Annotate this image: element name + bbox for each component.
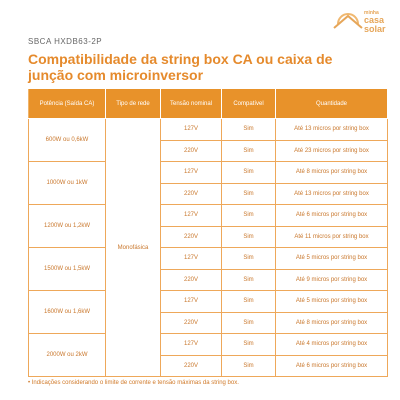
quantity-cell: Até 23 micros por string box <box>275 139 388 162</box>
quantity-cell: Até 5 micros por string box <box>275 290 388 313</box>
compatible-cell: Sim <box>221 204 276 227</box>
table-row: 600W ou 0,6kW Monofásica 127V Sim Até 13 mic… <box>28 118 388 377</box>
voltage-cell: 127V <box>160 333 222 356</box>
voltage-cell: 127V <box>160 161 222 184</box>
compatible-cell: Sim <box>221 182 276 205</box>
voltage-cell: 220V <box>160 139 222 162</box>
quantity-cell: Até 8 micros por string box <box>275 311 388 334</box>
voltage-cell: 127V <box>160 290 222 313</box>
power-cell: 1600W ou 1,6kW <box>28 290 106 334</box>
table-row: 1500W ou 1,5kW 127V Sim Até 5 micros por st… <box>28 247 388 291</box>
column-header: Potência (Saída CA) <box>28 88 106 119</box>
power-cell: 600W ou 0,6kW <box>28 118 106 162</box>
logo-text: casa <box>364 15 385 25</box>
logo-text: solar <box>364 24 386 34</box>
voltage-cell: 220V <box>160 182 222 205</box>
voltage-cell: 127V <box>160 204 222 227</box>
column-header: Tensão nominal <box>160 88 222 119</box>
quantity-cell: Até 13 micros por string box <box>275 182 388 205</box>
compatible-cell: Sim <box>221 139 276 162</box>
power-cell: 2000W ou 2kW <box>28 333 106 377</box>
network-cell: Monofásica <box>105 118 161 377</box>
compatible-cell: Sim <box>221 333 276 356</box>
compatible-cell: Sim <box>221 161 276 184</box>
voltage-cell: 220V <box>160 268 222 291</box>
table-row: 2000W ou 2kW 127V Sim Até 4 micros por stri… <box>28 333 388 377</box>
table-row: 220V Sim Até 6 micros por string box <box>29 354 388 377</box>
compatible-cell: Sim <box>221 225 276 248</box>
table-row: 1200W ou 1,2kW 127V Sim Até 6 micros por st… <box>28 204 388 248</box>
logo-text: minha <box>364 10 379 16</box>
column-header: Compatível <box>221 88 276 119</box>
product-code: SBCA HXDB63-2P <box>28 37 103 46</box>
column-header: Tipo de rede <box>105 88 161 119</box>
quantity-cell: Até 6 micros por string box <box>275 354 388 377</box>
quantity-cell: Até 8 micros por string box <box>275 161 388 184</box>
header-row: Potência (Saída CA) Tipo de rede Tensão no… <box>28 88 388 119</box>
table: Potência (Saída CA) Tipo de rede Tensão no… <box>28 88 388 377</box>
quantity-cell: Até 9 micros por string box <box>275 268 388 291</box>
compatible-cell: Sim <box>221 290 276 313</box>
voltage-cell: 220V <box>160 354 222 377</box>
title: Compatibilidade da string box CA ou caix… <box>28 51 333 83</box>
logo-sun <box>337 13 359 25</box>
voltage-cell: 220V <box>160 225 222 248</box>
power-cell: 1200W ou 1,2kW <box>28 204 106 248</box>
quantity-cell: Até 6 micros por string box <box>275 204 388 227</box>
quantity-cell: Até 11 micros por string box <box>275 225 388 248</box>
quantity-cell: Até 13 micros por string box <box>275 118 388 141</box>
table-row: 1600W ou 1,6kW 127V Sim Até 5 micros por st… <box>28 290 388 334</box>
power-cell: 1000W ou 1kW <box>28 161 106 205</box>
compatible-cell: Sim <box>221 118 276 141</box>
voltage-cell: 127V <box>160 247 222 270</box>
power-cell: 1500W ou 1,5kW <box>28 247 106 291</box>
column-header: Quantidade <box>275 88 388 119</box>
footnote: • Indicações considerando o limite de co… <box>28 380 239 386</box>
compatible-cell: Sim <box>221 311 276 334</box>
quantity-cell: Até 4 micros por string box <box>275 333 388 356</box>
logo: minha casa solar <box>333 10 386 34</box>
voltage-cell: 220V <box>160 311 222 334</box>
voltage-cell: 127V <box>160 118 222 141</box>
compatible-cell: Sim <box>221 268 276 291</box>
compatible-cell: Sim <box>221 354 276 377</box>
logo-roof <box>333 14 363 29</box>
quantity-cell: Até 5 micros por string box <box>275 247 388 270</box>
compatible-cell: Sim <box>221 247 276 270</box>
table-row: 1000W ou 1kW 127V Sim Até 8 micros por stri… <box>28 161 388 205</box>
